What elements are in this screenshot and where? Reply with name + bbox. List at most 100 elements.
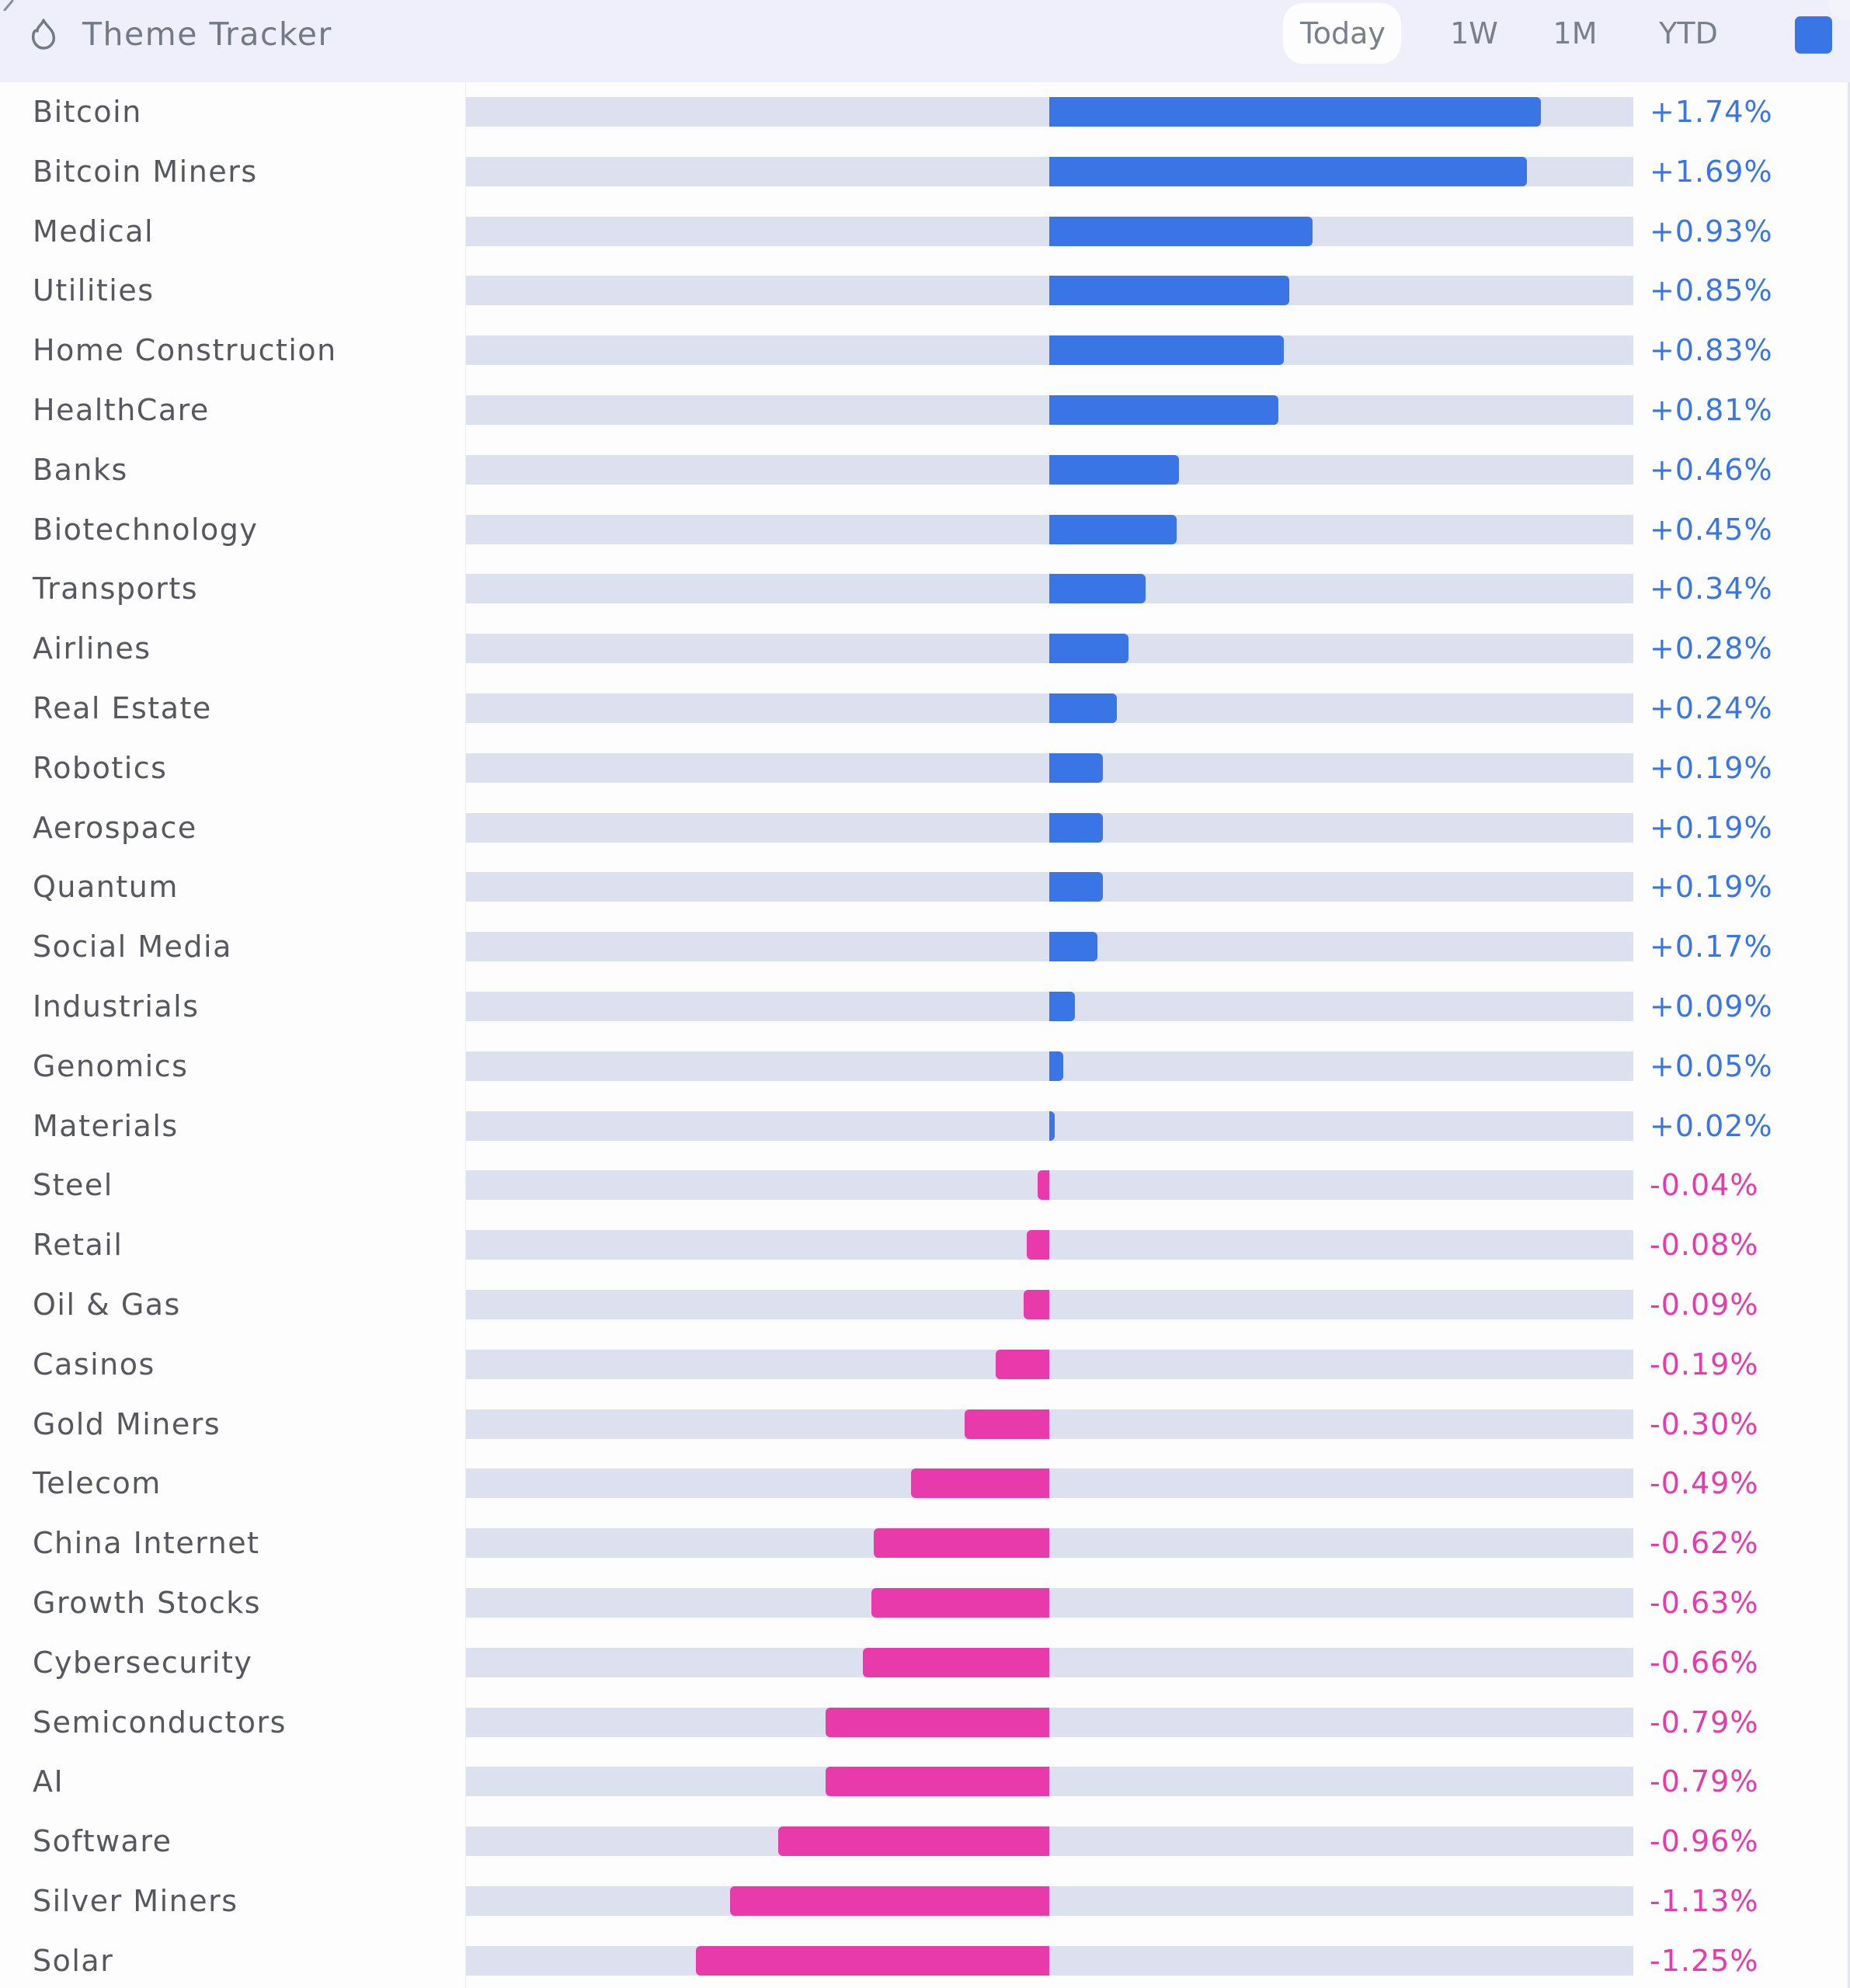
positive-bar [1049, 932, 1097, 962]
theme-row[interactable]: Casinos -0.19% [0, 1347, 1850, 1382]
bar-track [466, 1051, 1633, 1081]
theme-row[interactable]: Bitcoin +1.74% [0, 95, 1850, 129]
negative-bar [862, 1647, 1049, 1677]
bar-track [466, 1826, 1633, 1857]
theme-row[interactable]: Social Media +0.17% [0, 930, 1850, 964]
positive-bar [1049, 454, 1180, 485]
theme-row[interactable]: Materials +0.02% [0, 1109, 1850, 1143]
theme-row[interactable]: Retail -0.08% [0, 1228, 1850, 1262]
value-label: -0.19% [1650, 1347, 1759, 1382]
value-label: +0.46% [1650, 452, 1773, 487]
value-label: +0.02% [1650, 1108, 1773, 1143]
theme-label: Materials [33, 1108, 179, 1143]
bar-track [466, 216, 1633, 246]
theme-label: Telecom [33, 1466, 162, 1501]
theme-row[interactable]: Industrials +0.09% [0, 989, 1850, 1024]
theme-row[interactable]: HealthCare +0.81% [0, 393, 1850, 427]
negative-bar [826, 1707, 1049, 1737]
negative-bar [1024, 1290, 1049, 1319]
theme-row[interactable]: Transports +0.34% [0, 572, 1850, 606]
negative-bar [1038, 1170, 1049, 1201]
theme-label: Airlines [33, 631, 151, 666]
theme-row[interactable]: Utilities +0.85% [0, 273, 1850, 308]
value-label: -1.13% [1650, 1884, 1759, 1918]
theme-row[interactable]: China Internet -0.62% [0, 1526, 1850, 1560]
theme-row[interactable]: Bitcoin Miners +1.69% [0, 155, 1850, 189]
positive-bar [1049, 574, 1146, 604]
tab-1w[interactable]: 1W [1450, 16, 1498, 50]
value-label: +0.05% [1650, 1048, 1773, 1083]
theme-label: Biotechnology [33, 512, 259, 547]
theme-row[interactable]: Genomics +0.05% [0, 1049, 1850, 1083]
theme-label: Banks [33, 452, 128, 487]
value-label: +1.69% [1650, 154, 1773, 189]
theme-label: Industrials [33, 989, 200, 1024]
theme-row[interactable]: Telecom -0.49% [0, 1466, 1850, 1500]
positive-bar [1049, 276, 1290, 306]
value-label: +0.28% [1650, 631, 1773, 666]
theme-row[interactable]: Oil & Gas -0.09% [0, 1288, 1850, 1322]
bar-track [466, 1707, 1633, 1737]
value-label: -0.79% [1650, 1764, 1759, 1799]
theme-row[interactable]: Real Estate +0.24% [0, 691, 1850, 725]
theme-row[interactable]: Medical +0.93% [0, 214, 1850, 248]
tab-today[interactable]: Today [1283, 3, 1401, 64]
value-label: +0.19% [1650, 810, 1773, 845]
value-label: +0.93% [1650, 214, 1773, 248]
theme-row[interactable]: Airlines +0.28% [0, 631, 1850, 666]
theme-row[interactable]: Semiconductors -0.79% [0, 1705, 1850, 1740]
positive-bar [1049, 634, 1128, 664]
theme-row[interactable]: Banks +0.46% [0, 453, 1850, 487]
bar-track [466, 812, 1633, 843]
value-label: -0.30% [1650, 1406, 1759, 1441]
theme-row[interactable]: Robotics +0.19% [0, 751, 1850, 785]
positive-bar [1049, 992, 1075, 1021]
value-label: -0.04% [1650, 1168, 1759, 1203]
bar-track [466, 872, 1633, 902]
value-label: -0.49% [1650, 1466, 1759, 1501]
value-label: +0.85% [1650, 273, 1773, 308]
value-label: -0.96% [1650, 1824, 1759, 1859]
theme-label: Utilities [33, 273, 155, 308]
theme-row[interactable]: Gold Miners -0.30% [0, 1407, 1850, 1441]
bar-track [466, 1528, 1633, 1559]
bar-track [466, 992, 1633, 1021]
theme-row[interactable]: Software -0.96% [0, 1824, 1850, 1858]
theme-row[interactable]: Growth Stocks -0.63% [0, 1586, 1850, 1620]
bar-track [466, 1290, 1633, 1319]
resize-handle-icon[interactable] [2, 0, 19, 11]
theme-row[interactable]: Silver Miners -1.13% [0, 1884, 1850, 1918]
theme-row[interactable]: AI -0.79% [0, 1764, 1850, 1799]
theme-row[interactable]: Quantum +0.19% [0, 870, 1850, 904]
theme-row[interactable]: Solar -1.25% [0, 1944, 1850, 1978]
theme-label: AI [33, 1764, 64, 1799]
theme-label: Oil & Gas [33, 1288, 181, 1322]
tab-ytd[interactable]: YTD [1659, 16, 1718, 50]
theme-row[interactable]: Aerospace +0.19% [0, 811, 1850, 845]
value-label: -1.25% [1650, 1943, 1759, 1978]
negative-bar [777, 1826, 1049, 1857]
tab-1m[interactable]: 1M [1553, 16, 1598, 50]
theme-row[interactable]: Biotechnology +0.45% [0, 513, 1850, 547]
bar-track [466, 1349, 1633, 1379]
negative-bar [871, 1588, 1049, 1618]
positive-bar [1049, 1051, 1064, 1081]
theme-label: Medical [33, 214, 155, 248]
theme-label: Real Estate [33, 691, 212, 725]
positive-bar [1049, 752, 1104, 783]
theme-row[interactable]: Cybersecurity -0.66% [0, 1646, 1850, 1680]
theme-label: Cybersecurity [33, 1645, 253, 1680]
scrollbar-track[interactable] [1848, 82, 1850, 1988]
positive-bar [1049, 97, 1542, 127]
bar-track [466, 1588, 1633, 1618]
color-swatch-button[interactable] [1795, 16, 1832, 54]
theme-row[interactable]: Home Construction +0.83% [0, 333, 1850, 367]
bar-track [466, 454, 1633, 485]
close-button[interactable] [1829, 0, 1850, 20]
negative-bar [1026, 1230, 1049, 1260]
positive-bar [1049, 216, 1313, 246]
positive-bar [1049, 693, 1118, 723]
theme-label: Social Media [33, 930, 232, 964]
theme-row[interactable]: Steel -0.04% [0, 1168, 1850, 1202]
positive-bar [1049, 156, 1528, 186]
